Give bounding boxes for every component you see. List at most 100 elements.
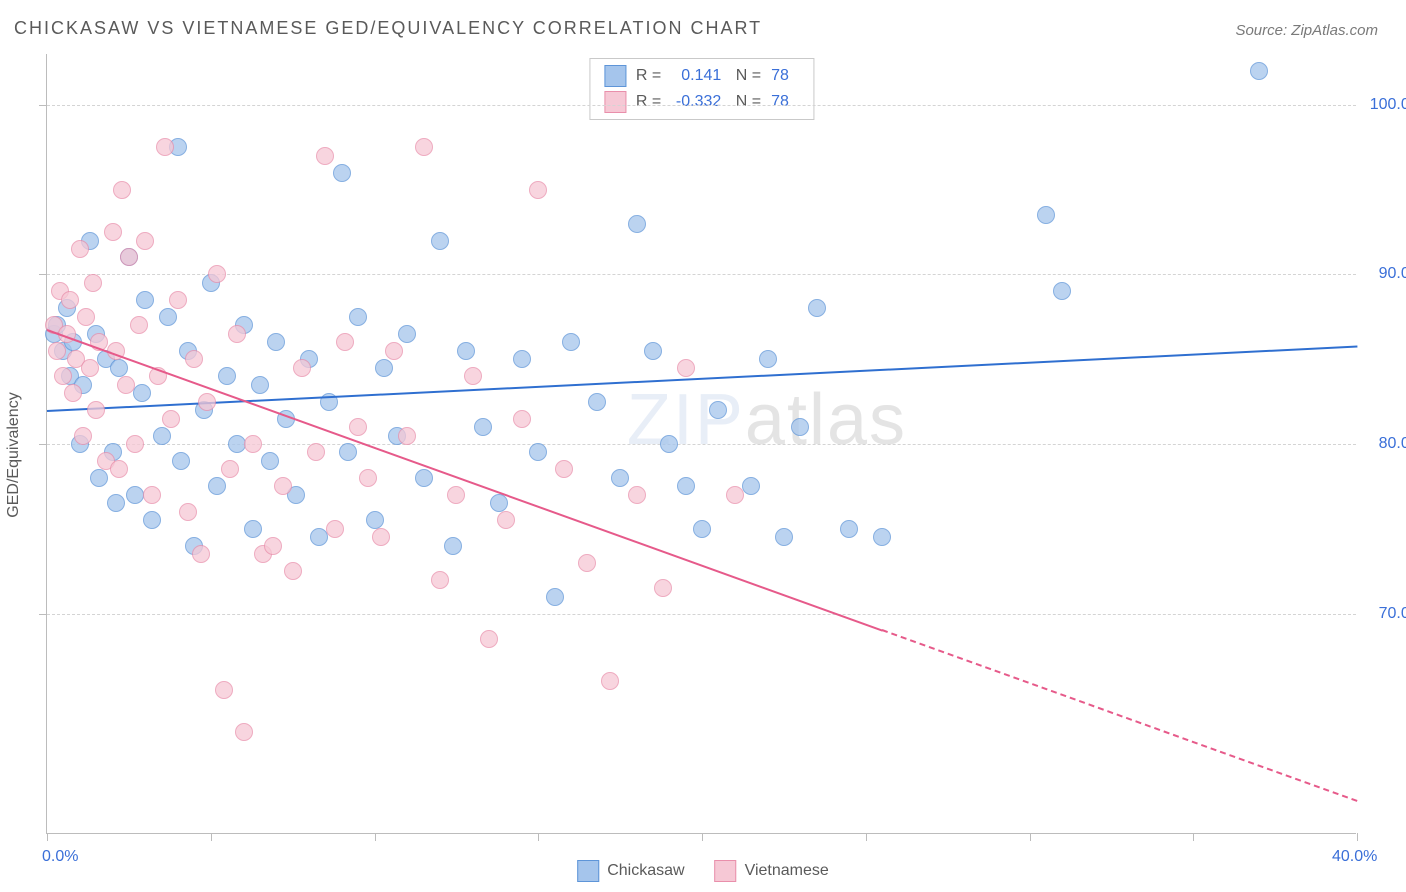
data-point-chickasaw <box>228 435 246 453</box>
data-point-chickasaw <box>261 452 279 470</box>
data-point-vietnamese <box>84 274 102 292</box>
data-point-chickasaw <box>742 477 760 495</box>
watermark-atlas: atlas <box>745 380 907 460</box>
legend-item-vietnamese: Vietnamese <box>715 860 829 882</box>
data-point-chickasaw <box>126 486 144 504</box>
legend-label-vietnamese: Vietnamese <box>745 862 829 880</box>
data-point-vietnamese <box>143 486 161 504</box>
source-attribution: Source: ZipAtlas.com <box>1235 22 1378 39</box>
stats-row-chickasaw: R = 0.141 N = 78 <box>604 63 799 89</box>
data-point-vietnamese <box>104 223 122 241</box>
data-point-chickasaw <box>349 308 367 326</box>
data-point-vietnamese <box>274 477 292 495</box>
data-point-chickasaw <box>267 333 285 351</box>
data-point-vietnamese <box>316 147 334 165</box>
n-value-vietnamese: 78 <box>771 93 799 111</box>
data-point-vietnamese <box>336 333 354 351</box>
data-point-chickasaw <box>513 350 531 368</box>
data-point-chickasaw <box>490 494 508 512</box>
data-point-vietnamese <box>284 562 302 580</box>
x-tick <box>1030 833 1031 841</box>
swatch-vietnamese-icon <box>715 860 737 882</box>
data-point-chickasaw <box>143 511 161 529</box>
x-tick <box>866 833 867 841</box>
data-point-vietnamese <box>677 359 695 377</box>
data-point-chickasaw <box>546 588 564 606</box>
data-point-chickasaw <box>709 401 727 419</box>
data-point-vietnamese <box>77 308 95 326</box>
data-point-chickasaw <box>1250 62 1268 80</box>
legend-item-chickasaw: Chickasaw <box>577 860 684 882</box>
swatch-chickasaw <box>604 65 626 87</box>
data-point-chickasaw <box>333 164 351 182</box>
chart-title: CHICKASAW VS VIETNAMESE GED/EQUIVALENCY … <box>14 18 762 39</box>
swatch-vietnamese <box>604 91 626 113</box>
data-point-chickasaw <box>153 427 171 445</box>
data-point-vietnamese <box>162 410 180 428</box>
data-point-vietnamese <box>61 291 79 309</box>
x-tick <box>47 833 48 841</box>
data-point-chickasaw <box>244 520 262 538</box>
stats-row-vietnamese: R = -0.332 N = 78 <box>604 89 799 115</box>
data-point-chickasaw <box>431 232 449 250</box>
data-point-vietnamese <box>208 265 226 283</box>
data-point-vietnamese <box>628 486 646 504</box>
data-point-vietnamese <box>215 681 233 699</box>
data-point-chickasaw <box>339 443 357 461</box>
x-tick <box>1357 833 1358 841</box>
data-point-vietnamese <box>398 427 416 445</box>
data-point-vietnamese <box>431 571 449 589</box>
data-point-chickasaw <box>310 528 328 546</box>
data-point-vietnamese <box>74 427 92 445</box>
trend-line-vietnamese-extrapolated <box>882 629 1358 802</box>
data-point-vietnamese <box>48 342 66 360</box>
gridline <box>47 105 1356 106</box>
data-point-chickasaw <box>159 308 177 326</box>
data-point-vietnamese <box>54 367 72 385</box>
data-point-vietnamese <box>307 443 325 461</box>
y-tick-label: 70.0% <box>1379 605 1406 623</box>
data-point-chickasaw <box>791 418 809 436</box>
data-point-chickasaw <box>107 494 125 512</box>
data-point-vietnamese <box>578 554 596 572</box>
data-point-chickasaw <box>873 528 891 546</box>
data-point-vietnamese <box>654 579 672 597</box>
data-point-vietnamese <box>120 248 138 266</box>
x-tick <box>375 833 376 841</box>
data-point-vietnamese <box>480 630 498 648</box>
data-point-chickasaw <box>375 359 393 377</box>
data-point-vietnamese <box>529 181 547 199</box>
stats-legend: R = 0.141 N = 78 R = -0.332 N = 78 <box>589 58 814 120</box>
data-point-chickasaw <box>628 215 646 233</box>
data-point-vietnamese <box>293 359 311 377</box>
data-point-vietnamese <box>64 384 82 402</box>
gridline <box>47 614 1356 615</box>
data-point-chickasaw <box>588 393 606 411</box>
data-point-vietnamese <box>349 418 367 436</box>
x-tick-label-min: 0.0% <box>42 848 78 866</box>
n-value-chickasaw: 78 <box>771 67 799 85</box>
data-point-chickasaw <box>474 418 492 436</box>
data-point-vietnamese <box>726 486 744 504</box>
data-point-vietnamese <box>192 545 210 563</box>
data-point-vietnamese <box>130 316 148 334</box>
data-point-chickasaw <box>90 469 108 487</box>
data-point-vietnamese <box>464 367 482 385</box>
gridline <box>47 274 1356 275</box>
data-point-chickasaw <box>840 520 858 538</box>
data-point-vietnamese <box>497 511 515 529</box>
data-point-chickasaw <box>1053 282 1071 300</box>
data-point-chickasaw <box>457 342 475 360</box>
data-point-vietnamese <box>169 291 187 309</box>
watermark-zip: ZIP <box>627 380 745 460</box>
data-point-chickasaw <box>444 537 462 555</box>
data-point-chickasaw <box>208 477 226 495</box>
swatch-chickasaw-icon <box>577 860 599 882</box>
data-point-chickasaw <box>172 452 190 470</box>
r-value-vietnamese: -0.332 <box>671 93 721 111</box>
y-axis-label: GED/Equivalency <box>5 392 23 517</box>
data-point-vietnamese <box>601 672 619 690</box>
data-point-chickasaw <box>1037 206 1055 224</box>
x-tick-label-max: 40.0% <box>1332 848 1377 866</box>
data-point-chickasaw <box>366 511 384 529</box>
